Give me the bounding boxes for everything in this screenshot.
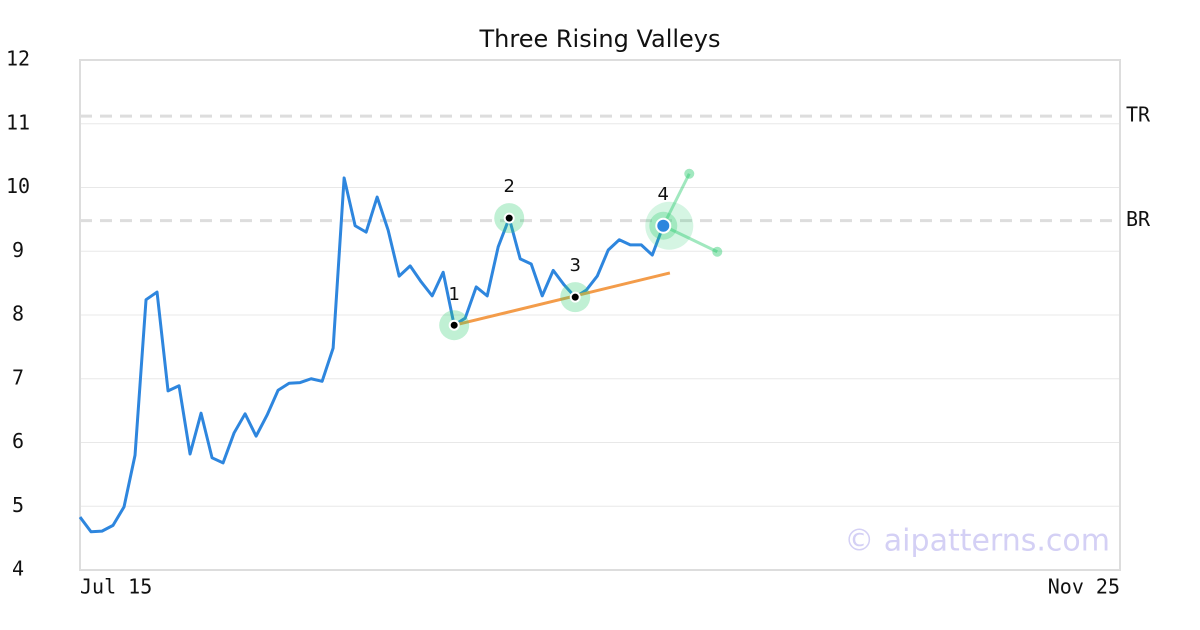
level-label: TR [1126,103,1151,127]
arrow [661,173,691,227]
level-label: BR [1126,207,1151,231]
watermark: © aipatterns.com [844,524,1110,559]
y-tick-label: 9 [12,238,24,262]
y-tick-label: 4 [12,557,24,581]
arrow-head [684,168,695,179]
point [569,291,581,303]
point [503,212,515,224]
x-tick-label: Jul 15 [80,575,152,599]
y-tick-label: 10 [6,174,30,198]
x-tick-label: Nov 25 [1048,575,1120,599]
plot-border [79,59,1121,571]
chart-title: Three Rising Valleys [478,25,720,53]
point [655,217,672,234]
y-tick-label: 11 [6,110,30,134]
point-label: 1 [448,284,459,305]
point-label: 3 [570,255,581,276]
point-label: 2 [503,176,514,197]
price-line [78,176,665,534]
point [448,319,460,331]
y-tick-label: 6 [12,429,24,453]
arrow-head [712,246,723,257]
arrow [662,224,718,254]
point-label: 4 [658,184,669,205]
trendline [453,271,671,327]
y-tick-label: 7 [12,365,24,389]
y-tick-label: 8 [12,302,24,326]
y-tick-label: 5 [12,493,24,517]
y-tick-label: 12 [6,47,30,71]
